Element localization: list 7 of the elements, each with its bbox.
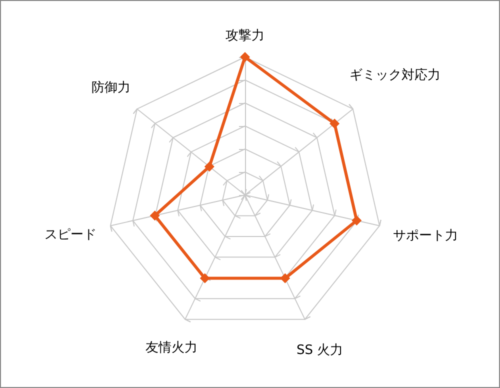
spoke-label: SS 火力 <box>296 342 344 358</box>
spoke-label: 防御力 <box>91 80 130 96</box>
spoke-label: 攻撃力 <box>226 28 264 44</box>
spoke-label: スピード <box>44 227 97 242</box>
spoke-label: 友情火力 <box>145 340 198 356</box>
spoke-label: サポート力 <box>393 228 458 244</box>
spoke-label: ギミック対応力 <box>350 66 441 83</box>
